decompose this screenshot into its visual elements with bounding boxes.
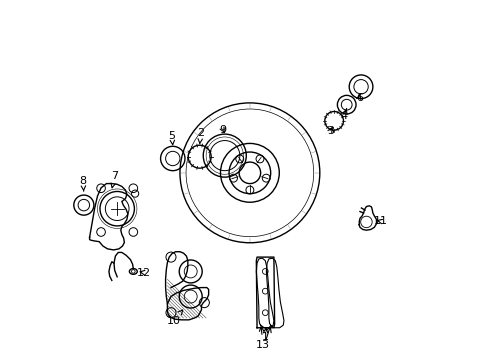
Text: 11: 11 <box>373 216 387 226</box>
Text: 7: 7 <box>111 171 118 188</box>
Text: 2: 2 <box>197 129 204 144</box>
Text: 1: 1 <box>261 328 268 342</box>
Text: 8: 8 <box>80 176 86 191</box>
Text: 6: 6 <box>355 93 362 103</box>
Text: 12: 12 <box>137 267 151 278</box>
Text: 9: 9 <box>219 125 226 135</box>
Text: 13: 13 <box>256 327 269 350</box>
Text: 5: 5 <box>168 131 175 145</box>
Text: 4: 4 <box>340 108 347 121</box>
Text: 10: 10 <box>166 310 183 325</box>
Text: 3: 3 <box>326 126 333 135</box>
